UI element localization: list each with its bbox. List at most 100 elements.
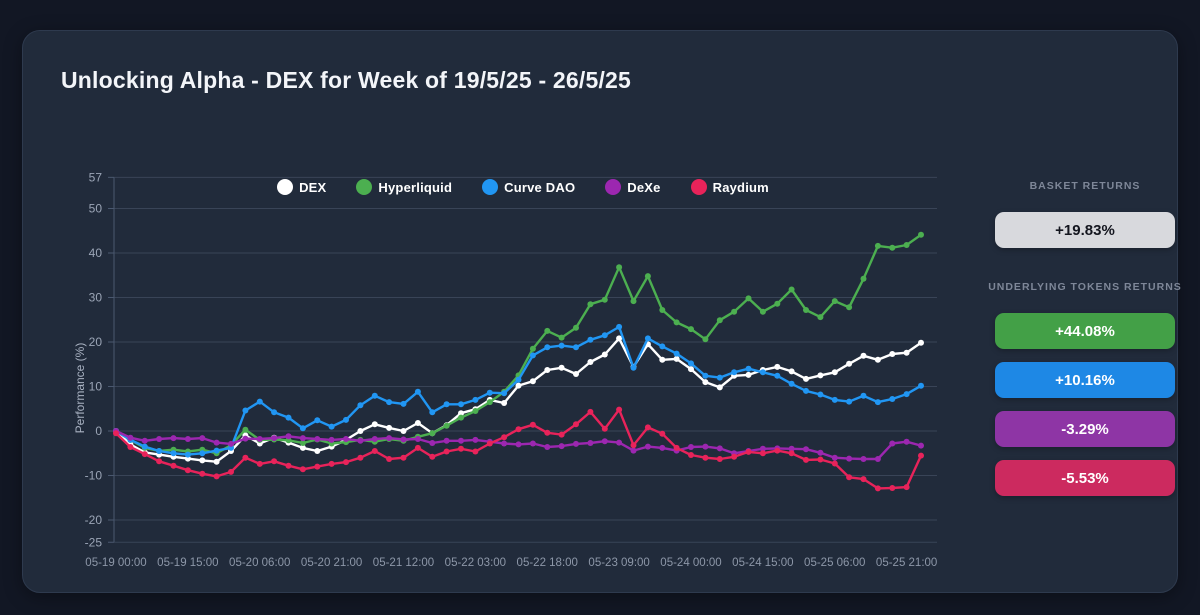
data-point bbox=[314, 448, 321, 454]
legend-item-curve-dao[interactable]: Curve DAO bbox=[482, 179, 575, 195]
data-point bbox=[328, 460, 335, 467]
data-point bbox=[889, 440, 896, 447]
data-point bbox=[745, 365, 752, 372]
data-point bbox=[716, 317, 723, 324]
data-point bbox=[184, 455, 191, 462]
data-point bbox=[573, 324, 579, 331]
data-point bbox=[472, 436, 479, 443]
legend-item-dexe[interactable]: DeXe bbox=[605, 179, 660, 195]
token-return-pill-raydium: -5.53% bbox=[995, 460, 1175, 496]
data-point bbox=[414, 420, 421, 426]
data-point bbox=[544, 429, 551, 436]
data-point bbox=[472, 396, 479, 403]
data-point bbox=[673, 447, 680, 454]
data-point bbox=[199, 435, 206, 442]
data-point bbox=[918, 339, 924, 346]
data-point bbox=[199, 446, 206, 453]
data-point bbox=[803, 307, 809, 313]
legend-swatch-raydium bbox=[690, 179, 707, 195]
data-point bbox=[788, 380, 795, 387]
data-point bbox=[831, 298, 838, 305]
series-markers-dex bbox=[113, 335, 924, 465]
legend-item-raydium[interactable]: Raydium bbox=[690, 179, 769, 195]
data-point bbox=[299, 435, 306, 442]
legend-label: DeXe bbox=[627, 179, 661, 195]
data-point bbox=[141, 451, 148, 458]
data-point bbox=[558, 342, 565, 349]
data-point bbox=[170, 446, 177, 453]
data-point bbox=[256, 436, 263, 443]
data-point bbox=[515, 376, 522, 383]
x-tick-label: 05-19 15:00 bbox=[157, 557, 218, 569]
data-point bbox=[386, 435, 393, 442]
y-axis-title: Performance (%) bbox=[73, 342, 87, 434]
data-point bbox=[745, 295, 752, 302]
data-point bbox=[458, 410, 464, 417]
data-point bbox=[343, 439, 349, 446]
data-point bbox=[616, 264, 623, 271]
data-point bbox=[400, 436, 407, 443]
data-point bbox=[745, 448, 752, 455]
data-point bbox=[386, 436, 393, 442]
data-point bbox=[889, 396, 896, 402]
data-point bbox=[673, 350, 680, 357]
data-point bbox=[472, 448, 479, 455]
data-point bbox=[501, 388, 508, 395]
data-point bbox=[113, 428, 119, 434]
data-point bbox=[817, 449, 824, 456]
data-point bbox=[414, 433, 421, 440]
data-point bbox=[343, 436, 349, 443]
data-point bbox=[242, 407, 249, 414]
data-point bbox=[213, 473, 220, 480]
legend-item-hyperliquid[interactable]: Hyperliquid bbox=[356, 179, 452, 195]
data-point bbox=[688, 452, 694, 458]
data-point bbox=[271, 458, 278, 465]
data-point bbox=[429, 440, 436, 446]
data-point bbox=[328, 436, 335, 443]
data-point bbox=[141, 449, 148, 456]
y-tick-label: 50 bbox=[89, 202, 103, 216]
series-markers-curve-dao bbox=[113, 323, 924, 458]
data-point bbox=[659, 343, 666, 350]
data-point bbox=[271, 409, 278, 416]
data-point bbox=[529, 440, 536, 447]
data-point bbox=[716, 384, 723, 391]
data-point bbox=[472, 408, 479, 414]
x-tick-label: 05-22 03:00 bbox=[445, 557, 506, 569]
data-point bbox=[443, 422, 450, 429]
data-point bbox=[601, 351, 608, 358]
data-point bbox=[170, 450, 177, 457]
data-point bbox=[501, 390, 508, 397]
data-point bbox=[357, 454, 364, 461]
legend-item-dex[interactable]: DEX bbox=[277, 179, 326, 195]
data-point bbox=[918, 442, 924, 449]
data-point bbox=[601, 425, 608, 432]
data-point bbox=[371, 438, 378, 445]
data-point bbox=[860, 352, 867, 359]
data-point bbox=[515, 382, 522, 389]
data-point bbox=[774, 372, 781, 379]
x-tick-label: 05-25 06:00 bbox=[804, 557, 865, 569]
y-tick-label: 20 bbox=[89, 335, 103, 349]
data-point bbox=[486, 440, 493, 447]
data-point bbox=[371, 392, 378, 399]
legend-label: Raydium bbox=[712, 179, 769, 195]
data-point bbox=[731, 369, 738, 376]
data-point bbox=[328, 443, 335, 450]
data-point bbox=[558, 443, 565, 450]
data-point bbox=[716, 374, 723, 381]
data-point bbox=[673, 444, 680, 451]
data-point bbox=[759, 369, 766, 376]
data-point bbox=[817, 391, 824, 398]
data-point bbox=[587, 440, 594, 446]
data-point bbox=[831, 369, 838, 376]
data-point bbox=[860, 476, 867, 483]
data-point bbox=[587, 359, 594, 365]
data-point bbox=[486, 396, 493, 403]
data-point bbox=[659, 444, 666, 451]
data-point bbox=[299, 444, 306, 451]
data-point bbox=[860, 392, 867, 399]
series-line-raydium bbox=[114, 408, 923, 490]
data-point bbox=[544, 344, 551, 351]
data-point bbox=[529, 421, 536, 428]
